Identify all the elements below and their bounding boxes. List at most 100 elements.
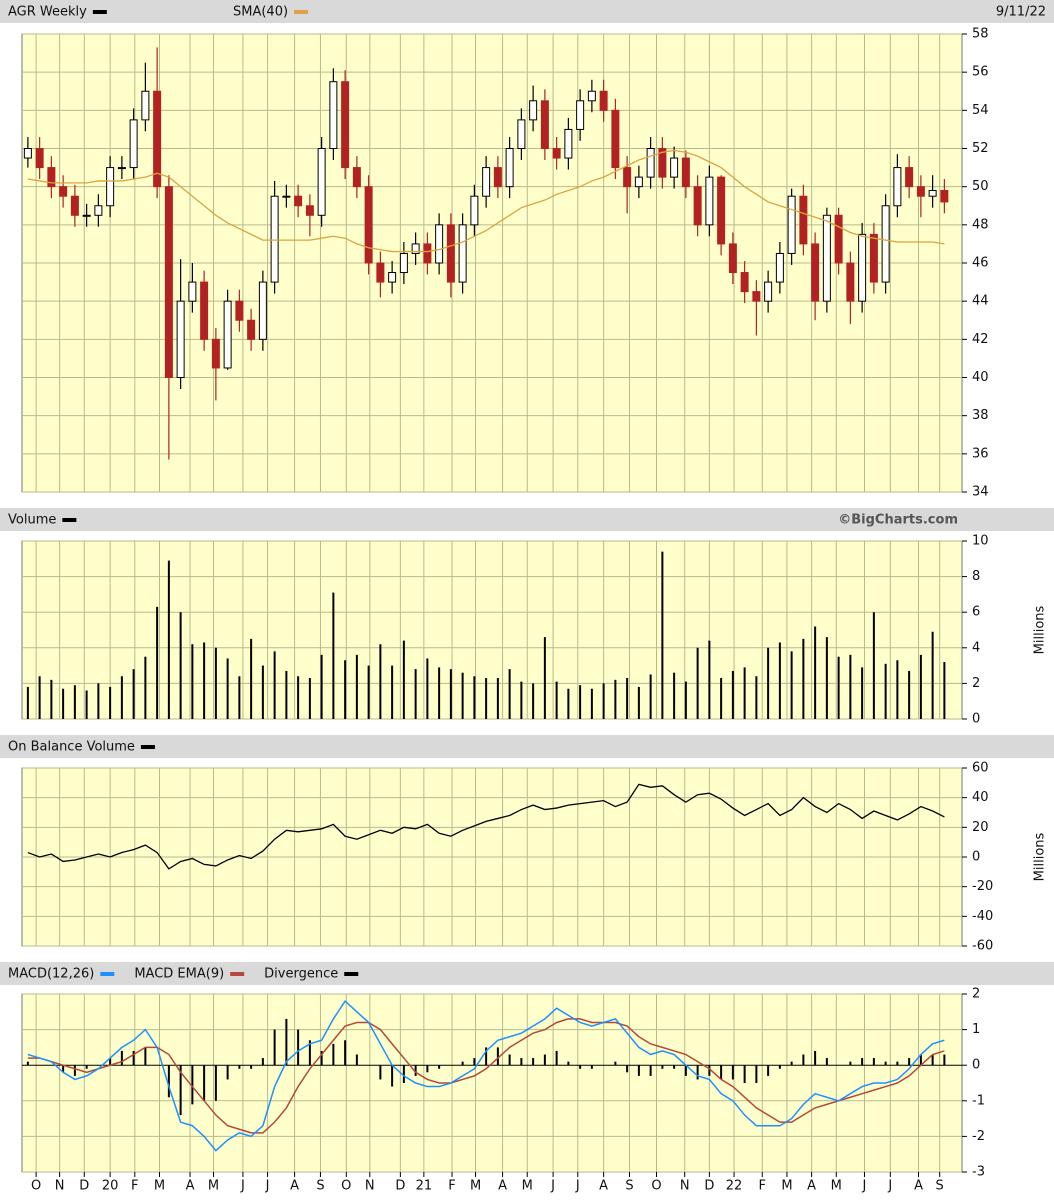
y-tick-label: 2 [972,676,980,691]
candle-body [811,243,820,302]
candle-body [47,167,56,188]
candle-body [411,243,420,254]
x-tick-label: D [79,1179,89,1194]
candle-body [646,148,655,178]
y-tick-label: -60 [972,939,993,954]
x-tick-label: A [599,1179,608,1194]
legend-label: On Balance Volume [8,740,135,755]
x-tick-label: D [395,1179,405,1194]
candle-body [211,338,220,369]
candle-body [881,205,890,283]
candle-body [352,167,361,188]
x-tick-label: O [651,1179,661,1194]
y-tick-label: 0 [972,712,980,727]
x-tick-label: F [448,1179,455,1194]
candle-body [846,262,855,302]
candle-body [70,195,79,216]
candle-body [59,186,68,197]
candle-body [905,167,914,188]
plot-area [21,993,963,1173]
sma-line [27,149,945,253]
candle-body [435,224,444,264]
x-tick-label: A [290,1179,299,1194]
candle-body [728,243,737,274]
y-tick-label: 58 [972,27,989,42]
candle-body [423,243,432,264]
candle-body [670,157,679,178]
y-tick-label: 4 [972,640,980,655]
y-tick-label: 56 [972,65,989,80]
x-tick-label: A [807,1179,816,1194]
candle-body [188,281,197,302]
legend-label: MACD(12,26) [8,967,94,982]
candle-body [153,90,162,188]
candle-body [106,167,115,207]
candle-body [399,252,408,274]
y-tick-label: 34 [972,485,989,500]
y-tick-label: 38 [972,408,989,423]
y-tick-label: 42 [972,332,989,347]
x-tick-label: J [862,1179,867,1194]
x-tick-label: J [887,1179,892,1194]
y-tick-label: 6 [972,605,980,620]
x-tick-label: S [936,1179,944,1194]
candle-body [505,148,514,188]
x-tick-label: J [240,1179,245,1194]
x-tick-label: J [575,1179,580,1194]
x-tick-label: S [625,1179,633,1194]
candle-body [482,167,491,197]
candle-body [376,262,385,283]
x-tick-label: M [522,1179,533,1194]
x-tick-label: A [498,1179,507,1194]
candle-body [740,272,749,293]
obv-line [27,783,945,870]
y-tick-label: 50 [972,179,989,194]
candle-body [247,319,256,340]
y-tick-label: 60 [972,761,989,776]
candle-body [129,119,138,169]
candle-body [517,119,526,149]
candle-body [681,157,690,188]
x-tick-label: S [316,1179,324,1194]
y-tick-label: 1 [972,1022,980,1037]
candle-body [893,167,902,207]
candle-body [364,186,373,264]
x-tick-label: M [470,1179,481,1194]
x-tick-label: F [131,1179,138,1194]
y-tick-label: 8 [972,569,980,584]
x-tick-label: M [154,1179,165,1194]
candle-body [705,176,714,226]
candle-body [317,148,326,216]
x-tick-label: 20 [102,1179,119,1194]
candle-body [388,272,397,283]
panel-header [0,0,1054,23]
y-tick-label: 48 [972,217,989,232]
x-tick-label: O [341,1179,351,1194]
candle-body [764,281,773,302]
candle-body [623,167,632,188]
y-tick-label: 40 [972,790,989,805]
candle-body [329,81,338,149]
candle-body [200,281,209,340]
candle-body [599,90,608,111]
panel-header [0,962,1054,985]
x-tick-label: J [265,1179,270,1194]
y-axis-label: Millions [1033,832,1048,881]
y-tick-label: 52 [972,141,989,156]
y-tick-label: -40 [972,909,993,924]
y-tick-label: -1 [972,1093,985,1108]
candle-body [658,148,667,178]
candle-body [176,300,185,378]
candle-body [294,195,303,207]
y-tick-label: 10 [972,534,989,549]
candle-body [787,195,796,254]
legend-label: AGR Weekly [8,5,87,20]
y-tick-label: -3 [972,1165,985,1180]
x-tick-label: F [759,1179,766,1194]
x-tick-label: O [31,1179,41,1194]
candle-body [305,205,314,216]
candle-body [141,90,150,121]
legend-label: Divergence [264,967,338,982]
y-tick-label: 20 [972,820,989,835]
